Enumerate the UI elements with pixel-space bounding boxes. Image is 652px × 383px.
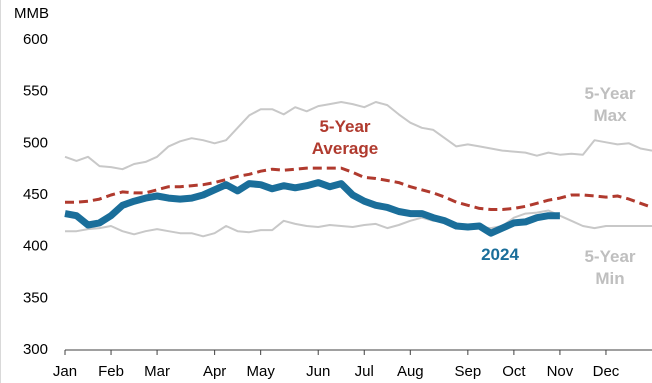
x-tick-label: Aug: [397, 363, 424, 380]
series-label: 2024: [481, 245, 519, 264]
x-tick-label: May: [246, 363, 275, 380]
x-tick-label: Nov: [547, 363, 574, 380]
x-tick-label: Jan: [53, 363, 77, 380]
x-tick-label: Sep: [454, 363, 481, 380]
x-tick-label: Dec: [593, 363, 620, 380]
x-tick-label: Mar: [144, 363, 170, 380]
x-tick-label: Oct: [502, 363, 526, 380]
series-line: [65, 166, 652, 211]
y-tick-label: 300: [23, 341, 48, 358]
y-tick-label: 350: [23, 289, 48, 306]
y-tick-label: 600: [23, 31, 48, 48]
y-axis-label: MMB: [14, 5, 49, 22]
x-tick-label: Jun: [306, 363, 330, 380]
series-line: [65, 209, 652, 238]
series-line: [64, 101, 652, 171]
y-tick-label: 550: [23, 83, 48, 100]
y-tick-label: 450: [23, 186, 48, 203]
y-tick-label: 400: [23, 238, 48, 255]
series-label: 5-Year Min: [584, 247, 636, 288]
series-label: 5-Year Average: [311, 117, 379, 158]
x-tick-label: Feb: [98, 363, 124, 380]
series-line: [64, 179, 560, 237]
series-label: 5-Year Max: [584, 84, 636, 125]
x-tick-label: Apr: [203, 363, 226, 380]
x-tick-label: Jul: [355, 363, 374, 380]
y-tick-label: 500: [23, 134, 48, 151]
